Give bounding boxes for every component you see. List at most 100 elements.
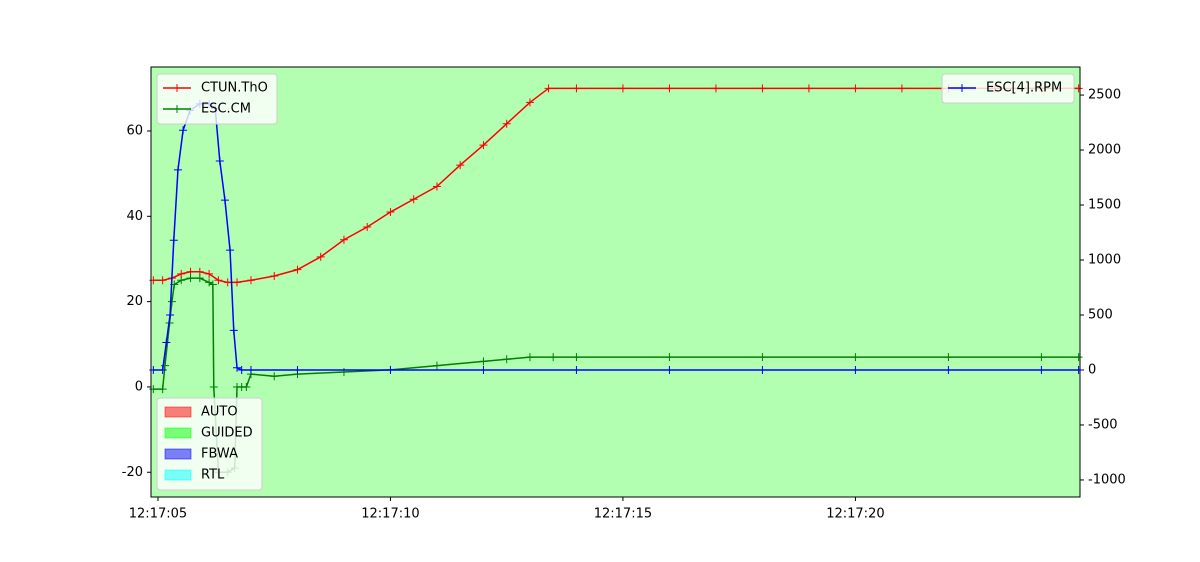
legend-swatch <box>164 427 192 439</box>
plot-frame <box>150 66 1081 498</box>
point-marker <box>293 365 302 374</box>
point-marker <box>386 208 395 217</box>
point-marker <box>386 365 395 374</box>
legend-label: CTUN.ThO <box>201 81 268 96</box>
point-marker <box>851 365 860 374</box>
point-marker <box>502 119 511 128</box>
point-marker <box>215 157 224 166</box>
legend-swatch <box>164 469 192 481</box>
y2-tick-label: 1000 <box>1088 253 1121 268</box>
y2-tick-label: 1500 <box>1088 198 1121 213</box>
point-marker <box>665 84 674 93</box>
point-marker <box>711 84 720 93</box>
point-marker <box>944 365 953 374</box>
point-marker <box>758 84 767 93</box>
point-marker <box>173 165 182 174</box>
point-marker <box>246 276 255 285</box>
point-marker <box>339 235 348 244</box>
point-marker <box>572 365 581 374</box>
point-marker <box>851 84 860 93</box>
point-marker <box>186 274 195 283</box>
point-marker <box>209 382 218 391</box>
legend-label: GUIDED <box>201 426 253 441</box>
x-tick-label: 12:17:20 <box>826 507 884 522</box>
point-marker <box>758 353 767 362</box>
point-marker <box>544 84 553 93</box>
point-marker <box>572 353 581 362</box>
legend-marker <box>958 84 966 92</box>
point-marker <box>237 365 246 374</box>
point-marker <box>502 355 511 364</box>
legend-label: ESC[4].RPM <box>986 81 1062 96</box>
point-marker <box>1074 365 1083 374</box>
point-marker <box>572 84 581 93</box>
point-marker <box>1037 365 1046 374</box>
point-marker <box>226 246 235 255</box>
point-marker <box>851 353 860 362</box>
y-tick-label: -20 <box>122 465 143 480</box>
point-marker <box>409 195 418 204</box>
point-marker <box>223 278 232 287</box>
point-marker <box>162 338 171 347</box>
point-marker <box>479 141 488 150</box>
y2-tick-label: 2000 <box>1088 143 1121 158</box>
point-marker <box>316 252 325 261</box>
x-tick-label: 12:17:10 <box>361 507 419 522</box>
legend-swatch <box>164 406 192 418</box>
series-line <box>153 103 1079 371</box>
legend-label: AUTO <box>201 405 238 420</box>
point-marker <box>525 98 534 107</box>
legend-label: ESC.CM <box>201 102 251 117</box>
point-marker <box>456 161 465 170</box>
y2-tick-label: 500 <box>1088 307 1113 322</box>
point-marker <box>214 276 223 285</box>
point-marker <box>270 272 279 281</box>
point-marker <box>166 310 175 319</box>
legend-swatch <box>164 448 192 460</box>
legend-box <box>156 73 278 125</box>
y-tick-label: 0 <box>135 379 143 394</box>
x-tick-label: 12:17:15 <box>594 507 652 522</box>
point-marker <box>195 274 204 283</box>
point-marker <box>229 326 238 335</box>
point-marker <box>205 278 214 287</box>
point-marker <box>179 126 188 135</box>
legend-box <box>941 73 1075 104</box>
point-marker <box>177 276 186 285</box>
legend-marker <box>173 84 181 92</box>
point-marker <box>158 385 167 394</box>
point-marker <box>897 84 906 93</box>
point-marker <box>205 269 214 278</box>
point-marker <box>270 372 279 381</box>
point-marker <box>160 361 169 370</box>
point-marker <box>432 182 441 191</box>
y2-tick-label: -1000 <box>1088 472 1126 487</box>
point-marker <box>233 363 242 372</box>
point-marker <box>758 365 767 374</box>
point-marker <box>242 382 251 391</box>
y-tick-label: 40 <box>126 209 143 224</box>
point-marker <box>525 353 534 362</box>
point-marker <box>158 276 167 285</box>
point-marker <box>246 365 255 374</box>
legend-box <box>156 397 263 491</box>
legend-label: RTL <box>201 468 225 483</box>
point-marker <box>233 278 242 287</box>
point-marker <box>208 280 217 289</box>
y-tick-label: 20 <box>126 294 143 309</box>
point-marker <box>293 265 302 274</box>
point-marker <box>479 357 488 366</box>
point-marker <box>1074 353 1083 362</box>
point-marker <box>804 84 813 93</box>
mode-region <box>151 67 1080 497</box>
legend-label: FBWA <box>201 447 238 462</box>
point-marker <box>158 365 167 374</box>
point-marker <box>1037 353 1046 362</box>
point-marker <box>479 365 488 374</box>
point-marker <box>167 297 176 306</box>
y-tick-label: 60 <box>126 123 143 138</box>
point-marker <box>665 365 674 374</box>
legend-marker <box>173 105 181 113</box>
y2-tick-label: 2500 <box>1088 88 1121 103</box>
